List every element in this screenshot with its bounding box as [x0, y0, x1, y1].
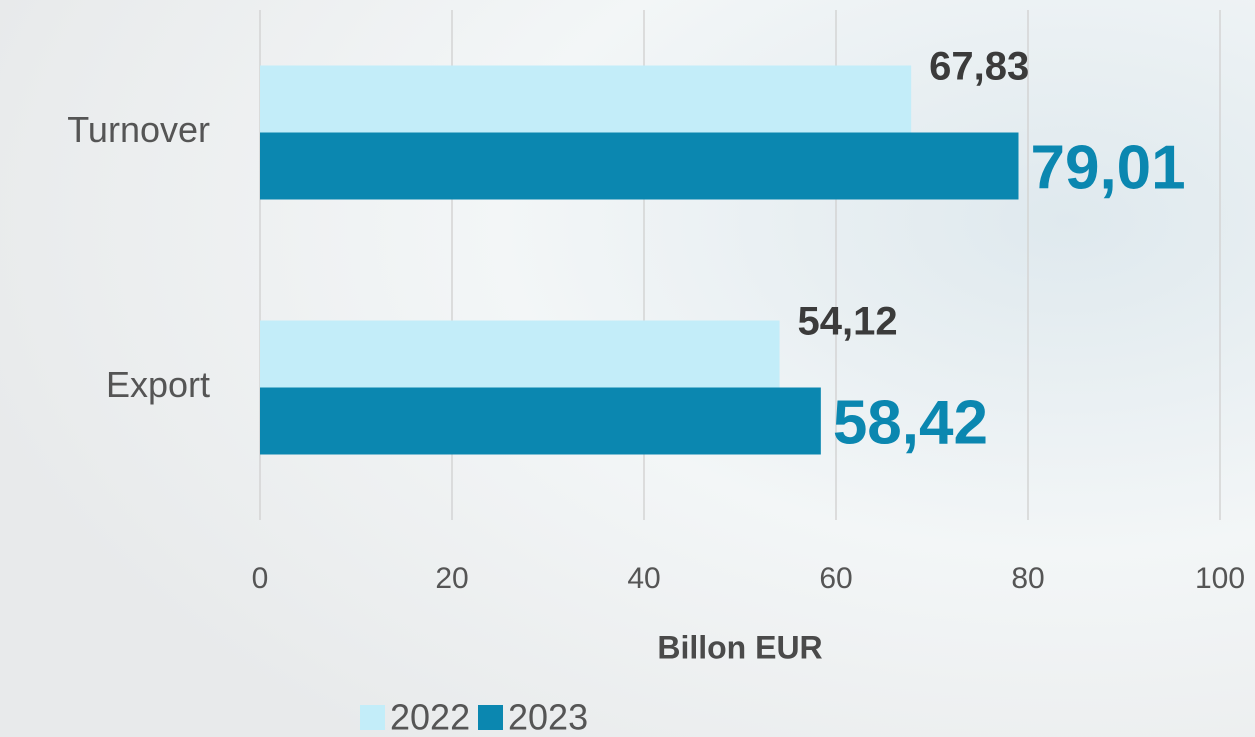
data-label: 67,83 [929, 45, 1029, 89]
legend-label: 2023 [508, 697, 588, 737]
bar [260, 133, 1018, 200]
x-axis-title: Billon EUR [657, 629, 822, 665]
data-label: 58,42 [833, 388, 988, 457]
legend-swatch [360, 705, 385, 730]
chart: Billon EUR 0 20 40 60 80 100 Turnover 67,8379,0… [0, 0, 1255, 737]
x-tick-label: 20 [435, 562, 468, 595]
data-label: 79,01 [1030, 133, 1185, 202]
category-label: Turnover [67, 109, 210, 150]
x-tick-label: 60 [819, 562, 852, 595]
bar [260, 66, 911, 133]
x-tick-label: 40 [627, 562, 660, 595]
legend-label: 2022 [390, 697, 470, 737]
bar [260, 388, 821, 455]
x-tick-label: 0 [252, 562, 269, 595]
category-label: Export [106, 364, 210, 405]
x-tick-label: 100 [1195, 562, 1245, 595]
data-label: 54,12 [798, 300, 898, 344]
x-tick-label: 80 [1011, 562, 1044, 595]
bar [260, 321, 780, 388]
legend-swatch [478, 705, 503, 730]
